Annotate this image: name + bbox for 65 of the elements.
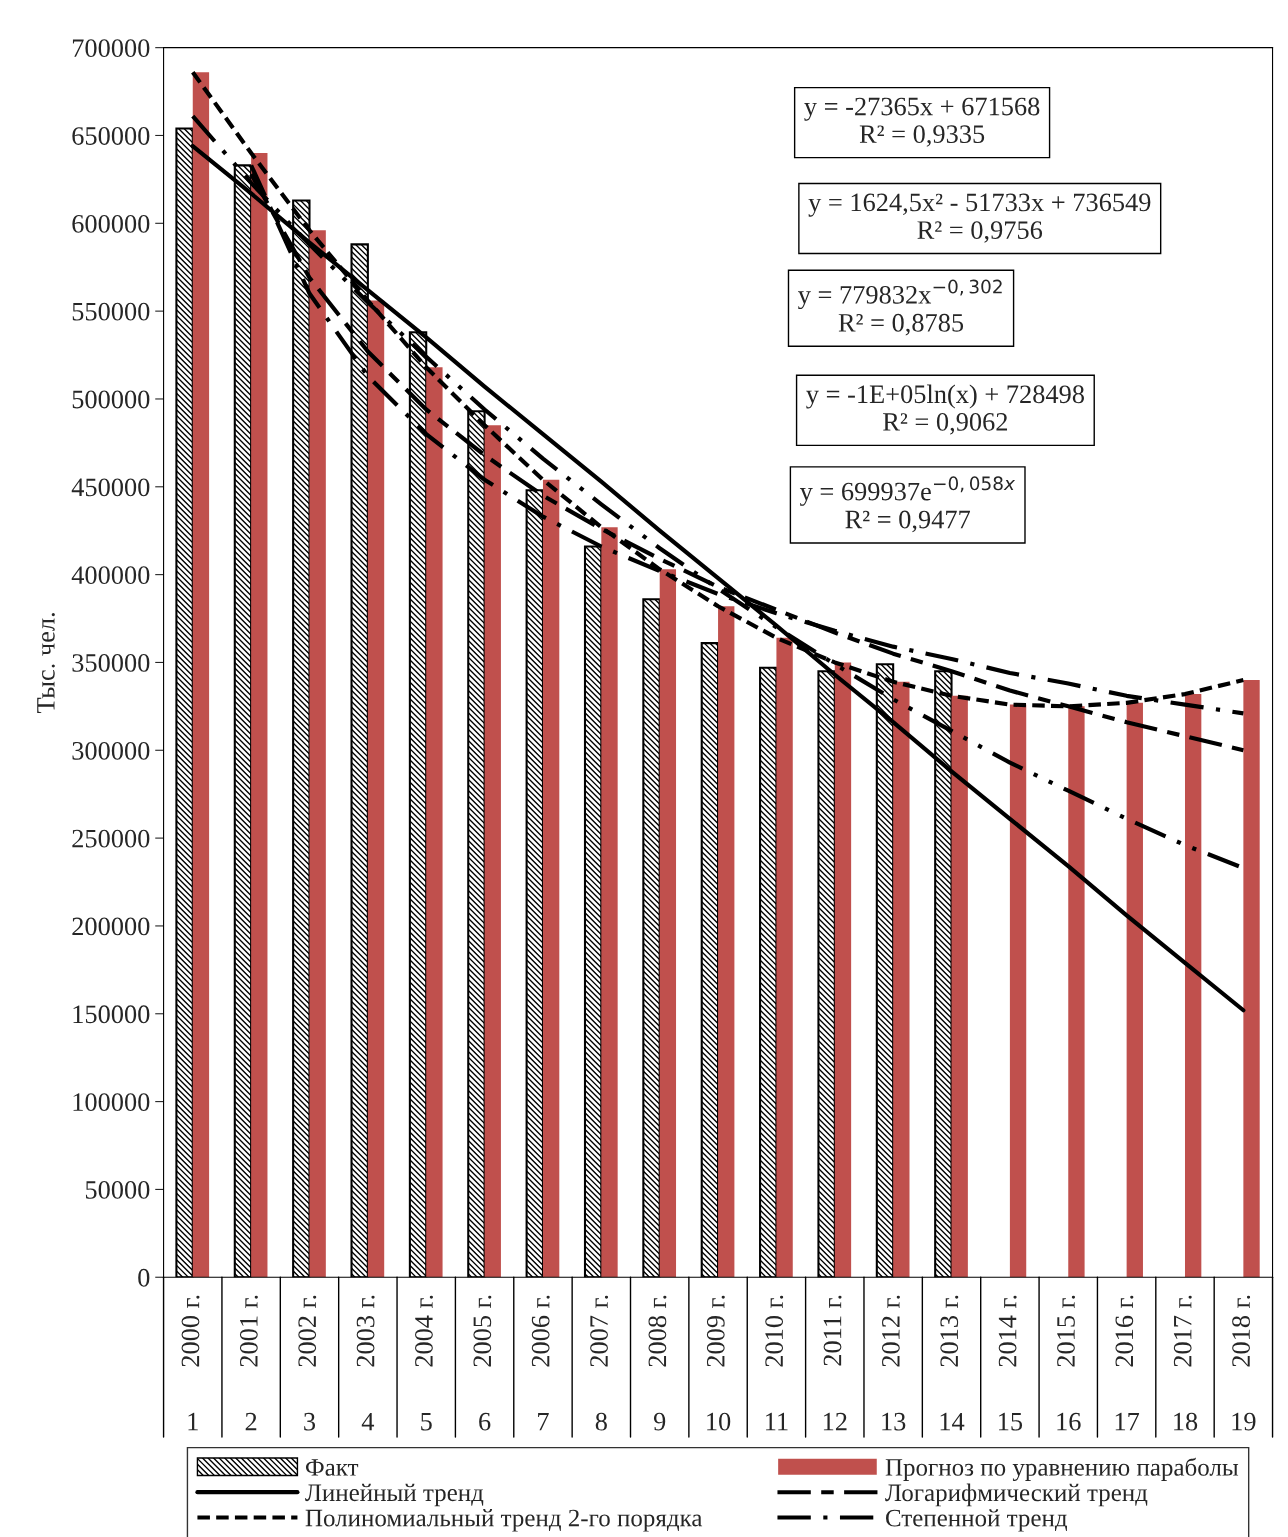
category-label: 2002 г. 3	[298, 1295, 317, 1431]
bar	[951, 695, 968, 1278]
bar	[484, 425, 501, 1278]
category-label: 2016 г. 17	[1115, 1295, 1140, 1431]
bar	[1068, 706, 1085, 1278]
bar	[659, 569, 677, 1278]
y-tick-label: 600000	[72, 214, 150, 233]
legend-label: Линейный тренд	[305, 1483, 484, 1507]
annotation: y = -27365x + 671568 R² = 0,9335	[804, 97, 1040, 147]
y-tick-label: 550000	[72, 302, 150, 321]
category-label: 2015 г. 16	[1057, 1295, 1081, 1431]
bar	[1184, 694, 1202, 1278]
y-tick-label: 0	[138, 1268, 150, 1287]
category-label: 2012 г. 13	[881, 1295, 906, 1431]
category-label: 2017 г. 18	[1173, 1295, 1198, 1431]
category-label: 2018 г. 19	[1232, 1295, 1256, 1431]
legend-label: Полиномиальный тренд 2-го порядка	[305, 1509, 703, 1532]
bar	[367, 300, 385, 1278]
y-tick-label: 700000	[72, 39, 150, 58]
category-label: 2000 г. 1	[181, 1295, 200, 1431]
bar	[1243, 680, 1260, 1278]
category-label: 2014 г. 15	[998, 1295, 1023, 1431]
category-label: 2007 г. 8	[590, 1295, 609, 1431]
category-label: 2004 г. 5	[415, 1295, 433, 1431]
bar	[601, 527, 618, 1278]
legend-label: Степенной тренд	[885, 1509, 1068, 1532]
annotation: y = 1624,5x² - 51733x + 736549 R² = 0,9756	[808, 193, 1151, 243]
category-label: 2003 г. 4	[356, 1295, 375, 1431]
y-tick-label: 50000	[85, 1181, 150, 1199]
y-tick-label: 300000	[72, 741, 150, 760]
y-tick-label: 650000	[72, 127, 150, 145]
annotation: y = 779832x$^{−0,302}$ R² = 0,8785	[798, 279, 1002, 336]
annotation: y = -1E+05ln(x) + 728498 R² = 0,9062	[806, 384, 1084, 435]
bar	[542, 479, 560, 1278]
y-axis-title: Тыс. чел.	[37, 613, 55, 714]
bar	[309, 230, 326, 1278]
bar	[776, 637, 793, 1278]
bar	[192, 72, 210, 1278]
legend-label: Факт	[305, 1459, 359, 1476]
category-label: 2001 г. 2	[239, 1295, 258, 1431]
y-tick-label: 200000	[72, 917, 150, 936]
category-label: 2006 г. 7	[531, 1295, 550, 1431]
bar	[718, 606, 735, 1278]
bar	[251, 153, 268, 1278]
y-tick-label: 500000	[72, 390, 150, 409]
category-label: 2011 г. 12	[823, 1295, 847, 1431]
legend-label: Прогноз по уравнению параболы	[885, 1457, 1239, 1481]
bar	[893, 681, 910, 1278]
category-label: 2005 г. 6	[473, 1295, 492, 1431]
y-tick-label: 350000	[72, 654, 150, 672]
category-label: 2010 г. 11	[765, 1295, 788, 1431]
y-tick-label: 250000	[72, 829, 150, 848]
category-label: 2013 г. 14	[940, 1295, 965, 1431]
bar	[1126, 702, 1143, 1278]
bar	[834, 662, 852, 1278]
y-tick-label: 450000	[71, 478, 150, 497]
y-tick-label: 150000	[73, 1005, 150, 1024]
bar	[1009, 704, 1027, 1278]
bar	[426, 367, 443, 1278]
legend-label: Логарифмический тренд	[885, 1483, 1148, 1507]
category-label: 2008 г. 9	[648, 1295, 667, 1431]
category-label: 2009 г. 10	[706, 1295, 731, 1431]
annotation: y = 699937e$^{−0,058x}$ R² = 0,9477	[799, 476, 1016, 533]
y-tick-label: 400000	[71, 566, 150, 585]
y-tick-label: 100000	[73, 1093, 150, 1112]
